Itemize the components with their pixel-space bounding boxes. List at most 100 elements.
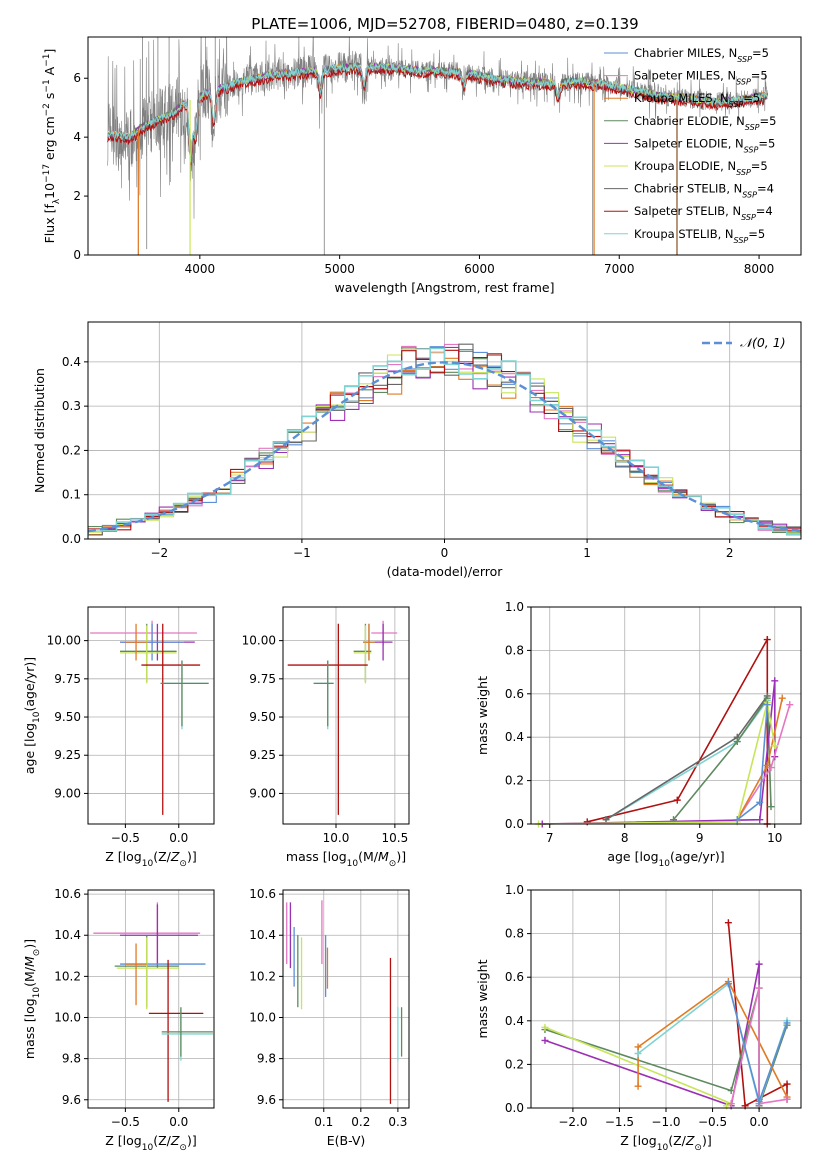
x-axis-label: Z [log10(Z/Z⊙)] — [105, 1133, 196, 1153]
axes-frame — [530, 606, 802, 825]
x-tick-label: 0.1 — [314, 1115, 333, 1129]
x-tick-label: −0.5 — [111, 831, 140, 845]
weight-marker — [756, 816, 764, 824]
label-part: (age/yr)] — [22, 657, 37, 712]
y-tick-label: 9.6 — [62, 1093, 81, 1107]
y-tick-label: 9.25 — [249, 748, 276, 762]
label-part: ⊙ — [179, 1143, 187, 1153]
label-part: (age/yr)] — [670, 849, 725, 864]
y-tick-label: 0.0 — [62, 532, 81, 546]
massweight-vs-Z-panel: −2.0 −1.5 −1.0 −0.5 0.0 0.0 0.2 0.4 0.6 0.8 1.0 Z [… — [475, 883, 802, 1153]
residuals-panel: −2 −1 0 1 2 0.0 0.1 0.2 0.3 0.4 (data-model)/error… — [32, 321, 802, 579]
y-axis-label: Flux [fλ10−17 erg cm−2 s−1 A−1] — [42, 49, 62, 244]
weight-marker — [755, 984, 763, 992]
x-axis-label: (data-model)/error — [387, 564, 504, 579]
legend-text: Chabrier STELIB, N — [634, 182, 742, 196]
y-tick-label: 0.6 — [505, 970, 524, 984]
y-tick-label: 9.50 — [54, 710, 81, 724]
legend-label: Kroupa ELODIE, NSSP=5 — [634, 159, 768, 177]
weight-marker — [763, 761, 771, 769]
label-part: mass [ — [286, 849, 328, 864]
label-part: erg cm — [42, 116, 57, 164]
y-tick-label: 0.4 — [62, 355, 81, 369]
y-tick-label: 6 — [73, 71, 81, 85]
weight-marker — [767, 764, 775, 772]
y-tick-label: 9.8 — [257, 1052, 276, 1066]
weight-marker — [724, 980, 732, 988]
label-part: log — [22, 723, 37, 742]
weight-marker — [541, 1036, 549, 1044]
legend-label: 𝒩(0, 1) — [740, 335, 786, 350]
label-part: 10 — [659, 859, 671, 869]
y-tick-label: 9.6 — [257, 1093, 276, 1107]
label-part: Z — [170, 849, 180, 864]
y-tick-label: 0.1 — [62, 488, 81, 502]
label-part: (Z/ — [153, 849, 171, 864]
x-tick-label: 10.0 — [323, 831, 350, 845]
label-part: 10 — [32, 987, 42, 999]
y-tick-label: 0.2 — [505, 1057, 524, 1071]
mass-vs-Z-panel: −0.5 0.09.69.810.010.210.410.6Z [log10(Z/… — [22, 887, 215, 1153]
x-tick-label: 7 — [546, 831, 554, 845]
spectrum-panel: 4000 5000 6000 7000 8000 0 2 4 6 wavelength [Angs… — [42, 36, 802, 295]
legend-label: Chabrier ELODIE, NSSP=5 — [634, 114, 776, 132]
y-tick-label: 1.0 — [505, 600, 524, 614]
label-part: M — [22, 956, 37, 967]
y-tick-label: 10.6 — [249, 887, 276, 901]
x-tick-label: 0.0 — [750, 1115, 769, 1129]
mass-vs-EBV-panel: 0.1 0.2 0.3 9.6 9.8 10.0 10.2 10.4 10.6 E(B-V) — [249, 887, 410, 1148]
y-tick-label: 2 — [73, 189, 81, 203]
weight-marker — [783, 1080, 791, 1088]
y-axis-label: mass weight — [475, 676, 490, 755]
y-tick-label: 0.4 — [505, 1014, 524, 1028]
weight-marker — [727, 1087, 735, 1095]
y-tick-label: 10.00 — [47, 634, 81, 648]
axes-frame — [282, 606, 410, 825]
label-part: −1 — [42, 54, 52, 67]
label-part: Flux [f — [42, 204, 57, 244]
weight-marker — [541, 1023, 549, 1031]
weight-marker — [786, 701, 794, 709]
legend-tail: =5 — [748, 227, 765, 241]
x-tick-label: 2 — [726, 546, 734, 560]
weight-marker — [783, 1019, 791, 1027]
label-part: wavelength [Angstrom, rest frame] — [334, 280, 554, 295]
label-part: ] — [42, 49, 57, 54]
x-tick-label: 5000 — [324, 262, 355, 276]
y-tick-label: 0.0 — [505, 1101, 524, 1115]
weight-marker — [724, 919, 732, 927]
weight-marker — [771, 677, 779, 685]
label-part: Z — [170, 1133, 180, 1148]
label-part: )] — [22, 939, 37, 949]
x-tick-label: 8000 — [744, 262, 775, 276]
label-part: 10 — [142, 859, 154, 869]
legend-text: Chabrier MILES, N — [634, 46, 737, 60]
label-part: mass weight — [475, 676, 490, 755]
y-tick-label: 10.4 — [249, 928, 276, 942]
x-tick-label: 7000 — [604, 262, 635, 276]
legend-sub: SSP — [736, 168, 751, 177]
legend-text: Kroupa MILES, N — [634, 91, 729, 105]
legend-tail: =5 — [743, 91, 760, 105]
x-tick-label: 0.0 — [169, 1115, 188, 1129]
label-part: log — [638, 1133, 657, 1148]
legend-sub: SSP — [734, 235, 749, 244]
weight-line — [637, 980, 788, 1098]
legend-sub: SSP — [741, 213, 756, 222]
page-title: PLATE=1006, MJD=52708, FIBERID=0480, z=0… — [251, 15, 638, 33]
label-part: log — [22, 998, 37, 1017]
legend-text: Salpeter STELIB, N — [634, 204, 741, 218]
y-tick-label: 0.3 — [62, 399, 81, 413]
x-axis-label: age [log10(age/yr)] — [607, 849, 724, 869]
weight-marker — [763, 701, 771, 709]
legend-sub: SSP — [729, 100, 744, 109]
y-tick-label: 0.8 — [505, 643, 524, 657]
label-part: age [ — [22, 742, 37, 774]
y-tick-label: 9.75 — [249, 672, 276, 686]
y-tick-label: 9.00 — [249, 786, 276, 800]
y-tick-label: 9.00 — [54, 786, 81, 800]
x-tick-label: −1.0 — [651, 1115, 680, 1129]
legend-label: Salpeter MILES, NSSP=5 — [634, 69, 768, 87]
label-part: E(B-V) — [327, 1133, 366, 1148]
